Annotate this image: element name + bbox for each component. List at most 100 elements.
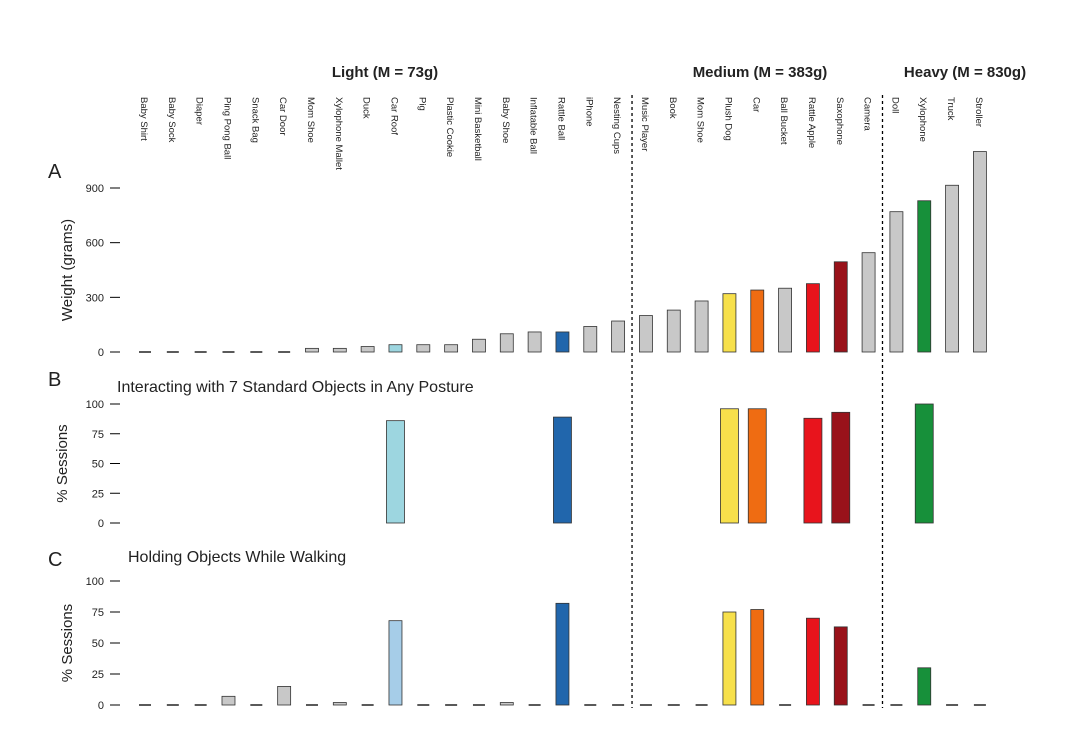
- bar: [555, 331, 570, 353]
- category-label: Ping Pong Ball: [221, 97, 232, 159]
- y-axis-label: % Sessions: [59, 604, 76, 682]
- bar: [889, 211, 904, 353]
- bar: [666, 309, 681, 353]
- category-label: Car Roof: [388, 97, 399, 135]
- y-tick-label: 0: [98, 347, 104, 359]
- bar: [499, 333, 514, 353]
- panel-letter: A: [48, 161, 62, 183]
- bar: [917, 200, 932, 353]
- bar: [360, 346, 375, 353]
- group-label: Light (M = 73g): [332, 64, 438, 81]
- bar: [750, 609, 765, 706]
- bar: [750, 289, 765, 353]
- y-tick-label: 0: [98, 518, 104, 530]
- bar: [722, 293, 737, 353]
- category-label: Pig: [416, 97, 427, 111]
- bar: [305, 347, 319, 353]
- panel-letter: B: [48, 369, 61, 391]
- panel-title: Holding Objects While Walking: [128, 549, 346, 566]
- bar: [694, 300, 709, 353]
- bar: [722, 611, 737, 706]
- y-tick-label: 25: [92, 488, 104, 500]
- group-label: Medium (M = 383g): [693, 64, 828, 81]
- category-label: Inflatable Ball: [528, 97, 539, 154]
- category-label: Baby Sock: [166, 97, 177, 143]
- category-label: Diaper: [194, 97, 205, 125]
- bar: [277, 686, 292, 706]
- category-label: Truck: [945, 97, 956, 121]
- bar: [388, 620, 403, 706]
- category-label: Xylophone Mallet: [333, 97, 344, 170]
- y-tick-label: 25: [92, 669, 104, 681]
- category-label: Duck: [361, 97, 372, 119]
- category-label: Xylophone: [917, 97, 928, 142]
- y-tick-label: 75: [92, 607, 104, 619]
- category-label: Rattle Ball: [555, 97, 566, 140]
- y-tick-label: 50: [92, 459, 104, 471]
- category-label: Snack Bag: [249, 97, 260, 143]
- bar: [639, 315, 653, 353]
- panel-title: Interacting with 7 Standard Objects in A…: [117, 379, 474, 396]
- category-label: Baby Shirt: [138, 97, 149, 141]
- category-label: Mini Basketball: [472, 97, 483, 161]
- category-label: Doll: [889, 97, 900, 113]
- bar: [973, 151, 987, 353]
- category-label: Camera: [862, 97, 873, 132]
- category-label: Mom Shoe: [695, 97, 706, 143]
- category-label: Ball Bucket: [778, 97, 789, 145]
- bar: [778, 287, 792, 353]
- category-label: Plastic Cookie: [444, 97, 455, 157]
- category-label: Car Door: [277, 97, 288, 136]
- y-tick-label: 100: [86, 399, 104, 411]
- bar: [332, 347, 347, 353]
- bar: [806, 617, 820, 706]
- y-axis-label: Weight (grams): [59, 219, 76, 321]
- bar: [861, 252, 876, 353]
- bar: [388, 344, 403, 353]
- y-tick-label: 75: [92, 429, 104, 441]
- y-tick-label: 600: [86, 238, 104, 250]
- bar: [444, 344, 459, 353]
- bar: [945, 184, 959, 353]
- bar: [611, 320, 626, 353]
- category-label: Stroller: [973, 97, 984, 127]
- bar: [553, 416, 572, 524]
- bar: [386, 420, 405, 524]
- category-label: Book: [667, 97, 678, 119]
- category-label: Mom Shoe: [305, 97, 316, 143]
- bar: [914, 403, 934, 524]
- category-label: Rattle Apple: [806, 97, 817, 148]
- y-tick-label: 300: [86, 292, 104, 304]
- bar: [917, 667, 932, 706]
- bar: [472, 338, 486, 353]
- bar: [221, 695, 236, 706]
- category-label: iPhone: [583, 97, 594, 127]
- y-tick-label: 900: [86, 183, 104, 195]
- group-label: Heavy (M = 830g): [904, 64, 1026, 81]
- category-label: Plush Dog: [722, 97, 733, 141]
- category-label: Car: [750, 97, 761, 112]
- bar: [833, 261, 848, 353]
- category-label: Nesting Cups: [611, 97, 622, 154]
- bar: [527, 331, 542, 353]
- bar: [831, 411, 851, 524]
- bar: [833, 626, 848, 706]
- category-label: Music Player: [639, 97, 650, 151]
- category-label: Saxophone: [834, 97, 845, 145]
- bar: [747, 408, 767, 524]
- bar: [803, 417, 823, 524]
- bar: [806, 283, 820, 353]
- bar: [720, 408, 739, 524]
- bar: [332, 702, 347, 706]
- category-label: Baby Shoe: [500, 97, 511, 143]
- y-tick-label: 50: [92, 638, 104, 650]
- bar: [555, 602, 570, 706]
- bar: [499, 702, 514, 706]
- y-axis-label: % Sessions: [54, 424, 71, 502]
- y-tick-label: 0: [98, 700, 104, 712]
- panel-letter: C: [48, 549, 62, 571]
- bar: [416, 344, 431, 353]
- bar: [583, 326, 598, 353]
- y-tick-label: 100: [86, 576, 104, 588]
